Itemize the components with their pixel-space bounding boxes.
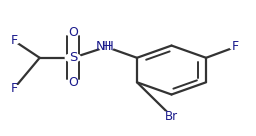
Circle shape	[99, 43, 113, 51]
Text: O: O	[68, 26, 78, 39]
Text: F: F	[232, 40, 239, 53]
Circle shape	[67, 29, 79, 36]
Circle shape	[67, 80, 79, 86]
Text: S: S	[69, 51, 77, 64]
Circle shape	[8, 85, 20, 91]
Text: F: F	[10, 82, 18, 95]
Text: F: F	[10, 34, 18, 47]
Circle shape	[8, 38, 20, 44]
Text: NH: NH	[95, 40, 114, 53]
Text: H: H	[102, 40, 111, 53]
Text: O: O	[68, 76, 78, 89]
Circle shape	[65, 54, 81, 62]
Circle shape	[162, 111, 181, 121]
Text: Br: Br	[165, 110, 178, 123]
Circle shape	[230, 44, 241, 50]
